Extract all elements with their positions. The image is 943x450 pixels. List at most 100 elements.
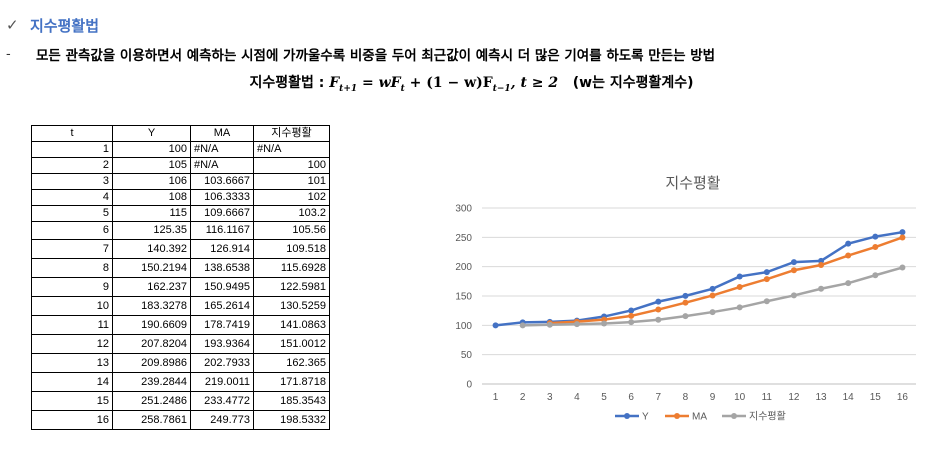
data-point — [845, 240, 852, 247]
x-tick-label: 2 — [520, 392, 526, 403]
cell-smoothing: 162.365 — [253, 353, 330, 373]
table-row: 5 115 109.6667 103.2 — [31, 205, 330, 222]
y-tick-label: 300 — [455, 204, 472, 215]
cell-ma: 103.6667 — [190, 173, 254, 190]
table-row: 16 258.7861 249.773 198.5332 — [31, 410, 330, 430]
cell-y: 108 — [112, 189, 191, 206]
cell-ma: 219.0011 — [190, 372, 254, 392]
data-point — [763, 269, 770, 276]
cell-ma: 193.9364 — [190, 334, 254, 354]
table-row: 9 162.237 150.9495 122.5981 — [31, 277, 330, 297]
cell-t: 1 — [31, 141, 113, 158]
data-point — [601, 320, 608, 327]
data-point — [519, 322, 526, 329]
cell-t: 12 — [31, 334, 113, 354]
data-point — [546, 321, 553, 328]
data-point — [628, 307, 635, 314]
cell-smoothing: 185.3543 — [253, 391, 330, 411]
data-point — [709, 285, 716, 292]
legend-marker — [674, 413, 680, 419]
bullet-dash: - — [6, 46, 11, 62]
cell-ma: 165.2614 — [190, 296, 254, 316]
x-tick-label: 1 — [493, 392, 499, 403]
cell-ma: 126.914 — [190, 239, 254, 259]
x-tick-label: 12 — [788, 392, 800, 403]
cell-y: 106 — [112, 173, 191, 190]
legend-marker — [731, 413, 737, 419]
table-row: 7 140.392 126.914 109.518 — [31, 239, 330, 259]
table-row: 6 125.35 116.1167 105.56 — [31, 221, 330, 240]
cell-t: 3 — [31, 173, 113, 190]
data-point — [845, 252, 852, 259]
cell-ma: 116.1167 — [190, 221, 254, 240]
header-smoothing: 지수평활 — [253, 125, 330, 142]
formula-note: (w는 지수평활계수) — [572, 75, 694, 91]
cell-ma: 249.773 — [190, 410, 254, 430]
cell-ma: 138.6538 — [190, 258, 254, 278]
data-point — [790, 292, 797, 299]
y-tick-label: 200 — [455, 262, 472, 273]
table-header-row: t Y MA 지수평활 — [31, 125, 330, 142]
cell-smoothing: 151.0012 — [253, 334, 330, 354]
cell-t: 16 — [31, 410, 113, 430]
y-axis: 0 50 100 150 200 250 300 — [455, 204, 472, 391]
data-point — [628, 319, 635, 326]
table-row: 10 183.3278 165.2614 130.5259 — [31, 296, 330, 316]
cell-y: 209.8986 — [112, 353, 191, 373]
x-tick-label: 6 — [628, 392, 634, 403]
cell-ma: 202.7933 — [190, 353, 254, 373]
data-point — [682, 292, 689, 299]
cell-y: 190.6609 — [112, 315, 191, 335]
legend-label: 지수평활 — [749, 410, 786, 423]
x-tick-label: 15 — [870, 392, 882, 403]
cell-t: 10 — [31, 296, 113, 316]
table-row: 13 209.8986 202.7933 162.365 — [31, 353, 330, 373]
x-tick-label: 9 — [710, 392, 716, 403]
section-title: 지수평활법 — [30, 16, 100, 35]
data-point — [573, 321, 580, 328]
chart-title: 지수평활 — [665, 175, 720, 192]
data-point — [682, 313, 689, 320]
x-axis: 1 2 3 4 5 6 7 8 9 10 11 12 13 14 15 16 — [493, 392, 909, 403]
formula-cond: , t ≥ 2 — [510, 75, 559, 91]
y-tick-label: 250 — [455, 233, 472, 244]
cell-ma: #N/A — [190, 157, 254, 174]
x-tick-label: 3 — [547, 392, 553, 403]
table-row: 2 105 #N/A 100 — [31, 157, 330, 174]
section-heading: ✓ 지수평활법 — [6, 14, 99, 36]
data-point — [818, 262, 825, 269]
table-row: 14 239.2844 219.0011 171.8718 — [31, 372, 330, 392]
data-point — [655, 298, 662, 305]
cell-t: 13 — [31, 353, 113, 373]
cell-smoothing: 198.5332 — [253, 410, 330, 430]
chart-grid — [482, 207, 916, 385]
header-t: t — [31, 125, 113, 142]
cell-smoothing: #N/A — [253, 141, 330, 158]
cell-smoothing: 115.6928 — [253, 258, 330, 278]
x-tick-label: 10 — [734, 392, 746, 403]
formula: 지수평활법 : Ft+1 = wFt + (1 − w)Ft−1, t ≥ 2 … — [0, 72, 943, 94]
data-point — [655, 316, 662, 323]
formula-f: F — [329, 75, 340, 91]
data-point — [736, 273, 743, 280]
cell-smoothing: 103.2 — [253, 205, 330, 222]
cell-smoothing: 171.8718 — [253, 372, 330, 392]
cell-smoothing: 122.5981 — [253, 277, 330, 297]
data-point — [872, 244, 879, 251]
header-y: Y — [112, 125, 191, 142]
formula-eq: = wF — [357, 75, 401, 91]
data-point — [655, 306, 662, 313]
cell-t: 9 — [31, 277, 113, 297]
data-point — [899, 234, 906, 241]
data-point — [492, 322, 499, 329]
x-tick-label: 14 — [843, 392, 855, 403]
header-ma: MA — [190, 125, 254, 142]
formula-label: 지수평활법 : — [249, 75, 330, 91]
data-point — [818, 285, 825, 292]
cell-y: 115 — [112, 205, 191, 222]
cell-smoothing: 101 — [253, 173, 330, 190]
cell-smoothing: 102 — [253, 189, 330, 206]
table-row: 15 251.2486 233.4772 185.3543 — [31, 391, 330, 411]
x-tick-label: 7 — [656, 392, 662, 403]
